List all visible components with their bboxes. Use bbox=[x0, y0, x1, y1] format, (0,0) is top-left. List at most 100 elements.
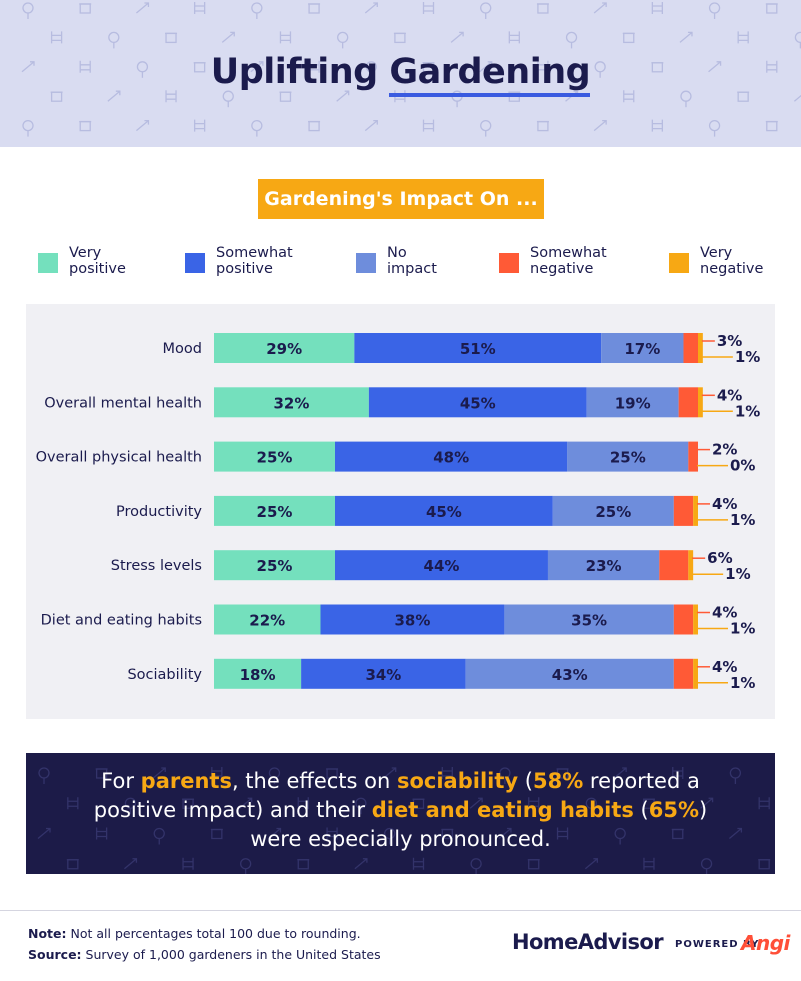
bar-segment bbox=[547, 550, 660, 581]
bar-segment bbox=[693, 495, 698, 526]
legend-label: Very positive bbox=[69, 245, 126, 277]
garden-tool-icon bbox=[336, 90, 350, 102]
data-label: 22% bbox=[249, 612, 285, 630]
data-label: 25% bbox=[257, 449, 293, 467]
garden-tool-icon bbox=[38, 767, 50, 784]
data-label: 44% bbox=[424, 557, 460, 575]
callout-pattern-background bbox=[37, 767, 771, 874]
garden-tool-icon bbox=[594, 61, 606, 78]
legend-label: Somewhat negative bbox=[530, 245, 607, 277]
category-label: Overall physical health bbox=[36, 450, 202, 466]
garden-tool-icon bbox=[384, 827, 396, 845]
bar-segment bbox=[683, 333, 698, 363]
data-label: 29% bbox=[266, 340, 302, 358]
garden-tool-icon bbox=[469, 797, 483, 809]
garden-tool-icon bbox=[152, 767, 166, 779]
data-label: 0% bbox=[730, 457, 755, 475]
garden-tool-icon bbox=[222, 90, 234, 108]
garden-tool-icon bbox=[383, 767, 397, 779]
powered-by-text: POWERED BY bbox=[675, 939, 760, 950]
bar-row: Overall mental health 32% 45% 19% 4%1% bbox=[44, 386, 760, 420]
data-label: 3% bbox=[717, 332, 742, 350]
bar-segment bbox=[698, 387, 703, 418]
legend-swatch bbox=[669, 253, 689, 273]
garden-tool-icon bbox=[613, 767, 627, 779]
category-label: Mood bbox=[163, 341, 202, 357]
garden-tool-icon bbox=[480, 2, 492, 19]
bar-segment bbox=[301, 658, 466, 689]
garden-tool-icon bbox=[708, 119, 721, 137]
garden-tool-icon bbox=[537, 60, 549, 73]
data-label: 1% bbox=[725, 565, 750, 583]
garden-tool-icon bbox=[279, 91, 292, 102]
garden-tool-icon bbox=[672, 767, 684, 779]
data-label: 34% bbox=[365, 666, 401, 684]
bar-row: Stress levels 25% 44% 23% 6%1% bbox=[111, 549, 751, 583]
bar-segment bbox=[335, 550, 548, 581]
bar-row: Diet and eating habits 22% 38% 35% 4%1% bbox=[41, 604, 756, 638]
garden-tool-icon bbox=[528, 797, 540, 810]
garden-tool-icon bbox=[37, 827, 51, 839]
garden-tool-icon bbox=[479, 61, 493, 73]
data-label: 18% bbox=[240, 666, 276, 684]
garden-tool-icon bbox=[651, 2, 664, 14]
garden-tool-icon bbox=[326, 827, 338, 840]
garden-tool-icon bbox=[221, 31, 235, 43]
garden-tool-icon bbox=[240, 858, 252, 874]
garden-tool-icon bbox=[499, 767, 511, 784]
garden-tool-icon bbox=[766, 60, 778, 73]
garden-tool-icon bbox=[251, 119, 263, 137]
garden-tool-icon bbox=[136, 61, 149, 78]
title-part-1: Uplifting bbox=[210, 52, 378, 92]
garden-tool-icon bbox=[165, 32, 178, 44]
garden-tool-icon bbox=[700, 797, 714, 809]
category-label: Productivity bbox=[116, 504, 202, 520]
garden-tool-icon bbox=[250, 61, 264, 73]
garden-tool-icon bbox=[326, 768, 339, 779]
callout-box: For parents, the effects on sociability … bbox=[26, 753, 775, 874]
data-label: 25% bbox=[595, 503, 631, 521]
page-title: Uplifting Gardening bbox=[0, 52, 801, 97]
garden-tool-icon bbox=[308, 60, 320, 73]
garden-tool-icon bbox=[793, 94, 801, 102]
bar-segment bbox=[688, 441, 698, 472]
data-label: 48% bbox=[433, 449, 469, 467]
bar-segment bbox=[698, 333, 703, 363]
callout-highlight: 58% bbox=[532, 769, 584, 793]
garden-tool-icon bbox=[136, 119, 150, 132]
callout-highlight: diet and eating habits bbox=[371, 798, 634, 822]
garden-tool-icon bbox=[642, 798, 655, 809]
garden-tool-icon bbox=[643, 857, 655, 870]
garden-tool-icon bbox=[337, 31, 349, 49]
data-label: 51% bbox=[460, 340, 496, 358]
garden-tool-icon bbox=[536, 120, 549, 132]
bar-row: Sociability 18% 34% 43% 4%1% bbox=[127, 658, 755, 692]
title-part-2: Gardening bbox=[389, 52, 591, 97]
garden-tool-icon bbox=[79, 3, 92, 14]
data-label: 1% bbox=[730, 511, 755, 529]
garden-tool-icon bbox=[700, 858, 713, 874]
data-label: 6% bbox=[707, 549, 732, 567]
garden-tool-icon bbox=[393, 32, 406, 44]
garden-tool-icon bbox=[108, 31, 120, 49]
garden-tool-icon bbox=[794, 31, 801, 49]
bar-segment bbox=[688, 550, 694, 581]
data-label: 4% bbox=[712, 604, 737, 622]
garden-tool-icon bbox=[50, 31, 63, 44]
garden-tool-icon bbox=[251, 2, 263, 19]
garden-tool-icon bbox=[182, 798, 195, 809]
callout-highlight: 65% bbox=[648, 798, 700, 822]
garden-tool-icon bbox=[182, 857, 194, 870]
garden-tool-icon bbox=[95, 768, 108, 779]
header-banner: Uplifting Gardening bbox=[0, 0, 801, 147]
garden-tool-icon bbox=[451, 90, 463, 108]
garden-tool-icon bbox=[422, 2, 435, 14]
bar-segment bbox=[504, 604, 674, 635]
data-label: 25% bbox=[610, 449, 646, 467]
bar-segment bbox=[214, 604, 321, 635]
data-label: 1% bbox=[730, 620, 755, 638]
garden-tool-icon bbox=[556, 768, 569, 779]
data-label: 43% bbox=[552, 666, 588, 684]
garden-tool-icon bbox=[239, 797, 253, 809]
footnote-source: Source: Survey of 1,000 gardeners in the… bbox=[28, 947, 381, 962]
